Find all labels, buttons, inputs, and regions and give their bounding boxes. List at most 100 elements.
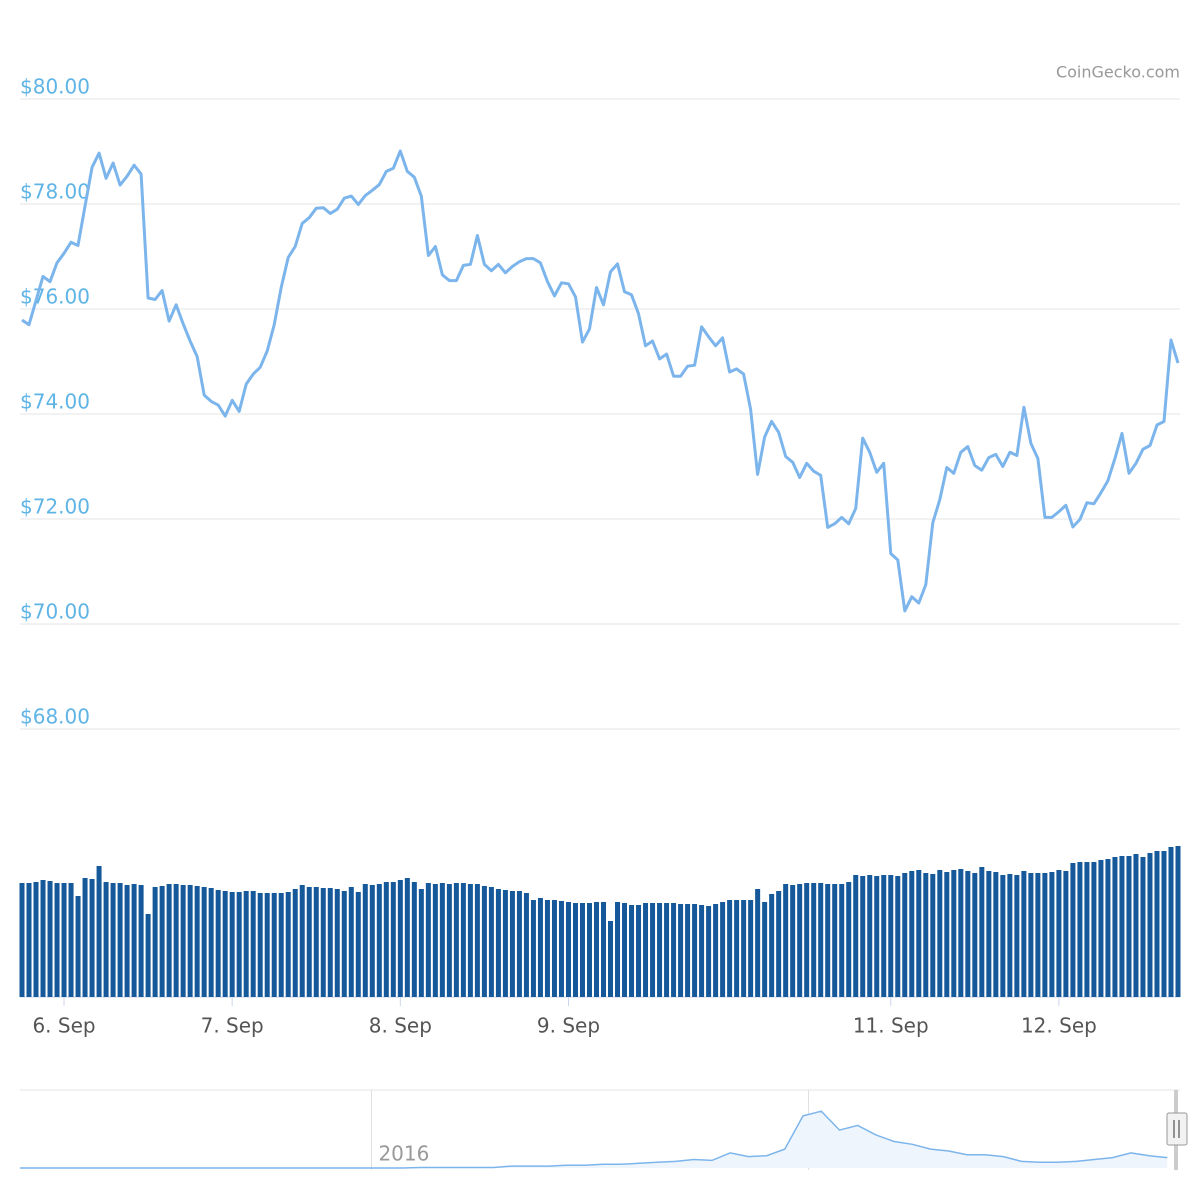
volume-bar [1063, 871, 1069, 997]
volume-bar [664, 903, 670, 997]
volume-bar [860, 876, 866, 997]
volume-bar [544, 900, 550, 997]
volume-bar [790, 885, 796, 997]
volume-bar [1119, 856, 1125, 997]
volume-bar [818, 883, 824, 997]
volume-bar [530, 900, 536, 997]
credit[interactable]: CoinGecko.com [1056, 63, 1180, 82]
volume-bar [1133, 854, 1139, 997]
volume-bar [89, 879, 95, 997]
volume-bar [734, 900, 740, 997]
volume-bar [776, 891, 782, 997]
volume-bar [629, 905, 635, 997]
volume-bar [593, 902, 599, 997]
volume-bar [881, 875, 887, 997]
volume-bar [720, 902, 726, 997]
volume-bar [783, 884, 789, 997]
volume-bar [1007, 874, 1013, 997]
volume-bar [96, 866, 102, 997]
y-tick-label: $74.00 [20, 390, 90, 414]
volume-bar [194, 886, 200, 997]
volume-bar [762, 902, 768, 997]
volume-bar [979, 867, 985, 997]
x-tick-label: 9. Sep [537, 1014, 600, 1038]
volume-bar [208, 888, 214, 997]
volume-bar [1070, 863, 1076, 997]
volume-bar [1105, 859, 1111, 997]
volume-bar [390, 882, 396, 997]
volume-bar [797, 884, 803, 997]
volume-bar [1000, 875, 1006, 997]
volume-bar [551, 900, 557, 997]
volume-bar [47, 881, 53, 997]
x-tick-label: 11. Sep [853, 1014, 929, 1038]
volume-bar [446, 884, 452, 997]
volume-bar [103, 882, 109, 997]
volume-bar [853, 875, 859, 997]
y-tick-label: $68.00 [20, 705, 90, 729]
volume-bar [993, 872, 999, 997]
volume-bar [671, 903, 677, 997]
volume-bar [131, 884, 137, 997]
volume-bar [636, 905, 642, 997]
volume-bar [888, 875, 894, 997]
volume-bar [902, 873, 908, 997]
volume-bar [75, 896, 81, 997]
volume-bar [481, 886, 487, 997]
volume-bar [229, 892, 235, 997]
volume-bar [811, 883, 817, 997]
navigator-handle[interactable] [1166, 1112, 1188, 1146]
volume-bar [839, 884, 845, 997]
volume-bar [1140, 857, 1146, 997]
volume-bar [376, 884, 382, 997]
volume-bar [488, 887, 494, 997]
y-tick-label: $80.00 [20, 75, 90, 99]
volume-bar [951, 870, 957, 997]
y-tick-label: $76.00 [20, 285, 90, 309]
volume-bar [944, 872, 950, 997]
volume-bar [495, 889, 501, 997]
volume-bar [1084, 862, 1090, 997]
volume-bar [222, 891, 228, 997]
volume-bar [292, 889, 298, 997]
volume-bar [215, 890, 221, 997]
volume-bar [1147, 853, 1153, 997]
volume-bar [243, 891, 249, 997]
volume-bar [895, 876, 901, 997]
volume-bar [523, 893, 529, 997]
volume-bar [82, 878, 88, 997]
volume-bar [432, 884, 438, 997]
volume-bar [124, 885, 130, 997]
volume-bar [643, 903, 649, 997]
volume-bar [467, 884, 473, 997]
volume-bar [1126, 856, 1132, 997]
volume-bar [1161, 851, 1167, 997]
volume-bar [608, 921, 614, 997]
volume-bar [1049, 872, 1055, 997]
volume-bar [916, 870, 922, 997]
volume-bar [1112, 857, 1118, 997]
volume-bar [713, 904, 719, 997]
price-line [21, 149, 1180, 613]
volume-bar [685, 904, 691, 997]
volume-bar [874, 876, 880, 997]
volume-bar [362, 884, 368, 997]
volume-bar [748, 900, 754, 997]
volume-bar [460, 883, 466, 997]
volume-bar [678, 904, 684, 997]
volume-bar [1091, 862, 1097, 997]
volume-bar [201, 887, 207, 997]
volume-bar [173, 884, 179, 997]
volume-bar [54, 883, 60, 997]
volume-bar [909, 871, 915, 997]
volume-bar [397, 880, 403, 997]
navigator-line [20, 1110, 1168, 1169]
volume-bar [383, 882, 389, 997]
volume-bar [867, 875, 873, 997]
volume-bar [825, 884, 831, 997]
volume-bar [930, 874, 936, 997]
volume-bar [832, 884, 838, 997]
volume-bar [145, 914, 151, 997]
x-tick-label: 8. Sep [369, 1014, 432, 1038]
volume-bar [404, 878, 410, 997]
